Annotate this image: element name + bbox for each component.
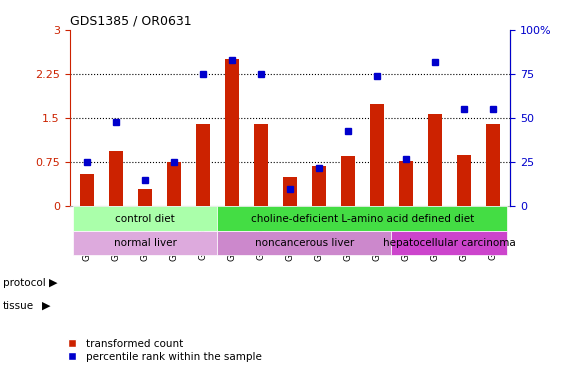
Bar xyxy=(485,124,500,207)
Text: normal liver: normal liver xyxy=(114,238,176,248)
Text: ▶: ▶ xyxy=(42,301,50,310)
Bar xyxy=(80,174,94,207)
Text: control diet: control diet xyxy=(115,214,175,223)
Bar xyxy=(456,155,471,207)
Bar xyxy=(224,59,239,207)
FancyBboxPatch shape xyxy=(218,207,508,231)
FancyBboxPatch shape xyxy=(72,231,218,255)
Text: noncancerous liver: noncancerous liver xyxy=(255,238,354,248)
Bar xyxy=(369,104,384,207)
Bar xyxy=(283,177,297,207)
Text: tissue: tissue xyxy=(3,301,34,310)
Text: protocol: protocol xyxy=(3,278,46,288)
FancyBboxPatch shape xyxy=(72,207,218,231)
Bar xyxy=(341,156,355,207)
Bar xyxy=(312,166,326,207)
Bar xyxy=(138,189,152,207)
Text: ▶: ▶ xyxy=(49,278,58,288)
Bar xyxy=(196,124,210,207)
Text: choline-deficient L-amino acid defined diet: choline-deficient L-amino acid defined d… xyxy=(251,214,474,223)
Text: hepatocellular carcinoma: hepatocellular carcinoma xyxy=(383,238,516,248)
Bar xyxy=(398,160,413,207)
Bar xyxy=(427,114,442,207)
Text: GDS1385 / OR0631: GDS1385 / OR0631 xyxy=(70,15,191,27)
FancyBboxPatch shape xyxy=(218,231,392,255)
Bar xyxy=(253,124,268,207)
Bar xyxy=(109,151,123,207)
Legend: transformed count, percentile rank within the sample: transformed count, percentile rank withi… xyxy=(57,334,266,366)
Bar xyxy=(167,162,181,207)
FancyBboxPatch shape xyxy=(392,231,508,255)
